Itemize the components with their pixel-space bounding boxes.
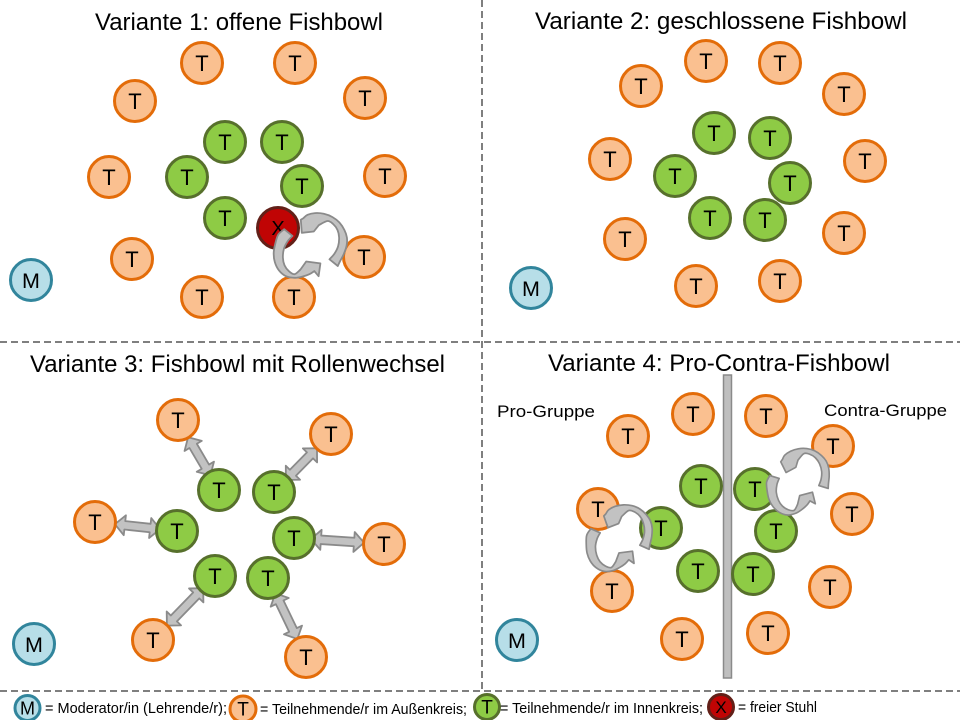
svg-text:T: T: [591, 497, 604, 522]
svg-text:T: T: [102, 165, 115, 190]
svg-text:T: T: [707, 121, 720, 146]
svg-text:T: T: [823, 575, 836, 600]
svg-text:T: T: [377, 532, 390, 557]
svg-text:T: T: [275, 130, 288, 155]
svg-text:T: T: [826, 434, 839, 459]
svg-text:T: T: [758, 208, 771, 233]
svg-text:X: X: [715, 698, 726, 717]
svg-text:Variante 3: Fishbowl mit Rolle: Variante 3: Fishbowl mit Rollenwechsel: [30, 351, 445, 378]
svg-text:T: T: [773, 269, 786, 294]
svg-text:T: T: [287, 526, 300, 551]
svg-text:T: T: [218, 130, 231, 155]
svg-text:Pro-Gruppe: Pro-Gruppe: [497, 402, 595, 421]
svg-text:T: T: [703, 206, 716, 231]
svg-text:T: T: [691, 559, 704, 584]
svg-text:T: T: [699, 49, 712, 74]
svg-text:T: T: [769, 519, 782, 544]
svg-text:T: T: [299, 645, 312, 670]
svg-text:= Teilnehmende/r im Außenkreis: = Teilnehmende/r im Außenkreis;: [260, 701, 467, 718]
svg-text:T: T: [763, 126, 776, 151]
svg-text:= Teilnehmende/r im Innenkreis: = Teilnehmende/r im Innenkreis;: [500, 700, 703, 717]
svg-text:T: T: [634, 74, 647, 99]
svg-text:T: T: [481, 698, 493, 719]
svg-text:T: T: [746, 562, 759, 587]
svg-text:T: T: [845, 502, 858, 527]
svg-text:Variante 4: Pro-Contra-Fishbow: Variante 4: Pro-Contra-Fishbowl: [548, 350, 890, 377]
svg-text:T: T: [358, 86, 371, 111]
svg-text:T: T: [675, 627, 688, 652]
svg-text:M: M: [522, 277, 540, 301]
svg-text:T: T: [837, 221, 850, 246]
svg-text:T: T: [837, 82, 850, 107]
svg-text:T: T: [295, 174, 308, 199]
svg-text:T: T: [146, 628, 159, 653]
svg-text:T: T: [668, 164, 681, 189]
svg-text:T: T: [783, 171, 796, 196]
svg-text:T: T: [686, 402, 699, 427]
svg-text:T: T: [237, 700, 249, 720]
svg-text:T: T: [218, 206, 231, 231]
svg-text:T: T: [654, 516, 667, 541]
svg-text:T: T: [759, 404, 772, 429]
svg-text:M: M: [20, 698, 35, 718]
svg-text:T: T: [195, 285, 208, 310]
svg-text:M: M: [25, 633, 43, 657]
svg-text:T: T: [287, 285, 300, 310]
svg-text:= Moderator/in (Lehrende/r);: = Moderator/in (Lehrende/r);: [45, 700, 227, 717]
svg-text:T: T: [618, 227, 631, 252]
svg-text:Variante 2: geschlossene Fishb: Variante 2: geschlossene Fishbowl: [535, 8, 907, 35]
svg-text:Contra-Gruppe: Contra-Gruppe: [824, 401, 947, 420]
svg-text:T: T: [324, 422, 337, 447]
svg-text:T: T: [621, 424, 634, 449]
svg-text:T: T: [603, 147, 616, 172]
svg-text:T: T: [261, 566, 274, 591]
svg-text:T: T: [128, 89, 141, 114]
svg-text:T: T: [212, 478, 225, 503]
svg-text:T: T: [858, 149, 871, 174]
svg-text:T: T: [689, 274, 702, 299]
svg-text:Variante 1: offene Fishbowl: Variante 1: offene Fishbowl: [95, 9, 383, 36]
svg-text:T: T: [208, 564, 221, 589]
svg-text:T: T: [748, 477, 761, 502]
svg-text:T: T: [180, 165, 193, 190]
svg-text:T: T: [195, 51, 208, 76]
svg-text:M: M: [508, 629, 526, 653]
svg-text:T: T: [267, 480, 280, 505]
svg-text:T: T: [357, 245, 370, 270]
svg-text:= freier Stuhl: = freier Stuhl: [738, 699, 817, 716]
svg-text:T: T: [773, 51, 786, 76]
svg-text:T: T: [125, 247, 138, 272]
svg-text:T: T: [378, 164, 391, 189]
svg-text:M: M: [22, 269, 40, 293]
svg-text:T: T: [88, 510, 101, 535]
svg-text:T: T: [288, 51, 301, 76]
svg-text:T: T: [170, 519, 183, 544]
svg-text:T: T: [605, 579, 618, 604]
svg-text:T: T: [171, 408, 184, 433]
svg-text:T: T: [761, 621, 774, 646]
svg-text:T: T: [694, 474, 707, 499]
